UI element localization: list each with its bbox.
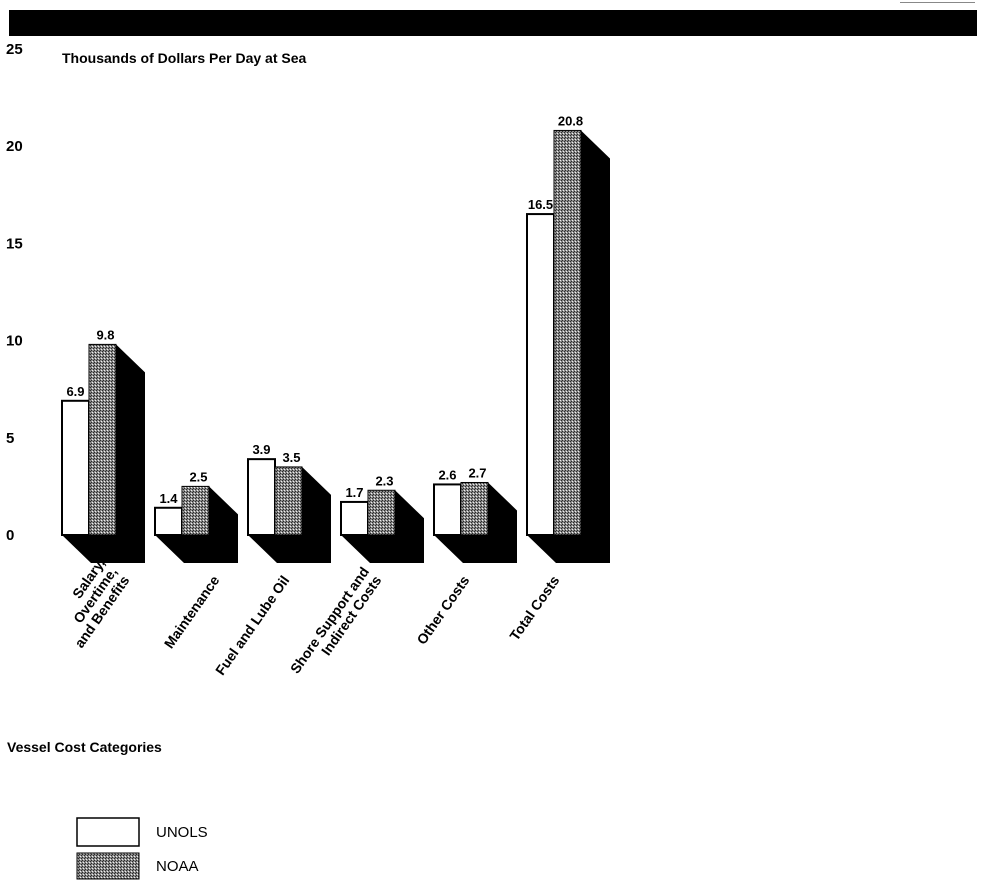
value-label-noaa: 3.5 [282, 450, 300, 465]
bar-noaa [367, 489, 396, 536]
legend-swatch-noaa [76, 852, 140, 880]
value-label-noaa: 2.7 [468, 465, 486, 480]
value-label-unols: 6.9 [66, 384, 84, 399]
y-axis: 0 5 10 15 20 25 [6, 41, 23, 544]
legend: UNOLS NOAA [76, 817, 208, 880]
value-label-unols: 1.4 [159, 491, 178, 506]
bar-shadow [527, 130, 610, 563]
category-label: Fuel and Lube Oil [212, 573, 292, 678]
bar-noaa [553, 129, 582, 536]
category-labels: Salary,Overtime,and Benefits MaintenanceF… [69, 555, 563, 678]
value-label-noaa: 2.5 [189, 469, 207, 484]
category-label: Maintenance [161, 572, 223, 651]
bar-unols [526, 213, 555, 536]
bar-shadow [62, 344, 145, 563]
category-label: Other Costs [413, 572, 472, 647]
bar-noaa [460, 481, 489, 536]
value-label-unols: 1.7 [345, 485, 363, 500]
x-axis-title: Vessel Cost Categories [7, 739, 162, 755]
y-tick-label: 25 [6, 41, 23, 58]
bar-unols [61, 399, 90, 537]
category-label-line: Maintenance [161, 572, 223, 651]
bar-unols [247, 458, 276, 536]
bar-shadow [248, 466, 331, 563]
category-label-line: Total Costs [506, 572, 562, 643]
bar-shadow [341, 490, 424, 563]
bar-noaa [274, 466, 303, 536]
value-label-noaa: 2.3 [375, 473, 393, 488]
y-tick-label: 15 [6, 235, 23, 252]
y-tick-label: 20 [6, 138, 23, 155]
y-tick-label: 0 [6, 527, 14, 544]
bar-shadow [155, 486, 238, 563]
bar-unols [433, 483, 462, 536]
value-labels: 6.9 9.8 1.4 2.5 3.9 3.5 1.7 2.3 2.6 2.7 16.5 20.8 [66, 113, 583, 505]
y-tick-label: 10 [6, 333, 23, 350]
bar-unols [154, 506, 183, 536]
category-label: Total Costs [506, 572, 562, 643]
chart-title: Thousands of Dollars Per Day at Sea [62, 50, 307, 66]
category-label-line: Fuel and Lube Oil [212, 573, 292, 678]
bar-shadow [434, 482, 517, 563]
bars [61, 129, 610, 563]
bar-noaa [88, 343, 117, 536]
category-label: Salary,Overtime,and Benefits [69, 555, 133, 650]
header-rule-tick [900, 2, 975, 3]
bar-unols [340, 500, 369, 536]
category-label-line: Other Costs [413, 572, 472, 647]
value-label-noaa: 9.8 [96, 327, 114, 342]
legend-label-unols: UNOLS [156, 824, 208, 841]
legend-label-noaa: NOAA [156, 858, 199, 875]
value-label-noaa: 20.8 [558, 113, 583, 128]
bar-noaa [181, 485, 210, 536]
category-label-line: Shore Support and [287, 564, 372, 676]
value-label-unols: 3.9 [252, 442, 270, 457]
y-tick-label: 5 [6, 430, 14, 447]
value-label-unols: 2.6 [438, 467, 456, 482]
header-rule [9, 10, 977, 36]
value-label-unols: 16.5 [528, 197, 553, 212]
legend-swatch-unols [76, 817, 140, 847]
